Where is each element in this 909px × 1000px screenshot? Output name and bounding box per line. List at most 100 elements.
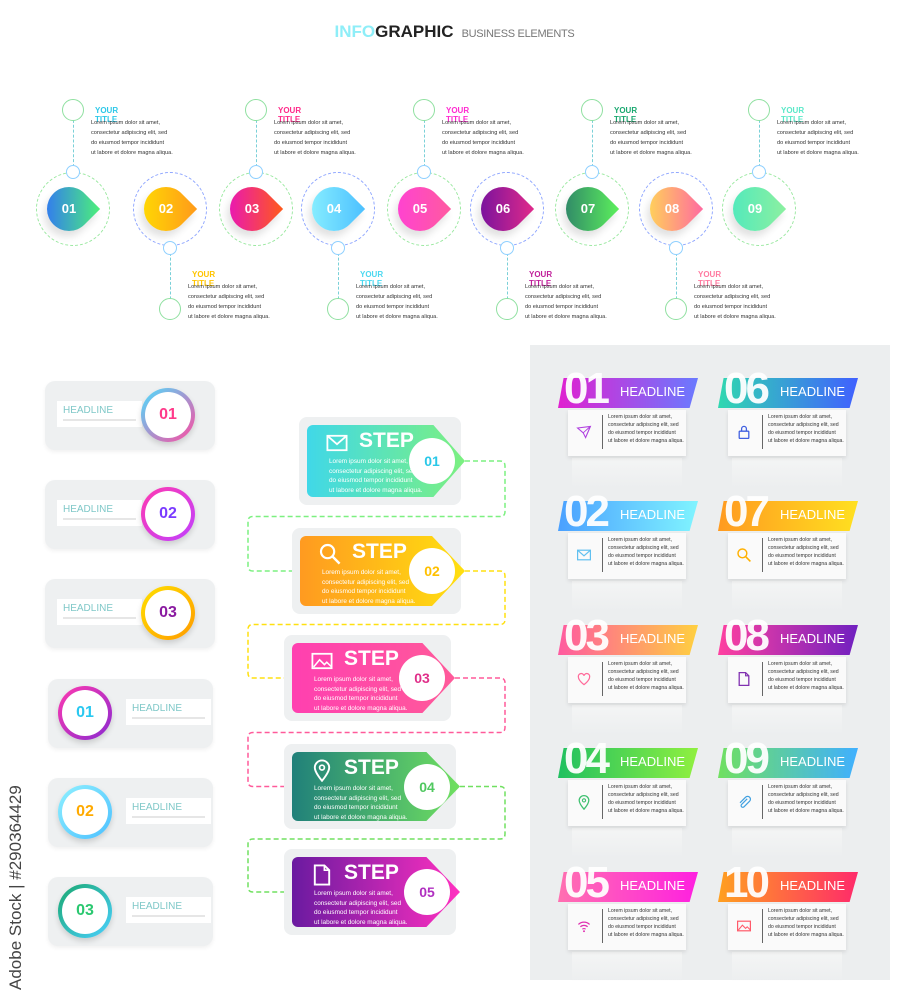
headline-box: HEADLINE xyxy=(126,798,211,824)
lorem-line: Lorem ipsum dolor sit amet, xyxy=(274,120,344,126)
node-circle xyxy=(159,298,181,320)
divider xyxy=(602,538,603,572)
headline-card: HEADLINE 02 xyxy=(48,778,213,847)
search-icon xyxy=(318,542,342,566)
card-body: Lorem ipsum dolor sit amet, consectetur a… xyxy=(568,780,686,826)
lorem-line: Lorem ipsum dolor sit amet, xyxy=(768,414,833,420)
item-title: YOUR TITLE xyxy=(446,106,470,124)
numbered-headline-card: 02 HEADLINE Lorem ipsum dolor sit amet, con… xyxy=(558,489,698,611)
lorem-line: do eiusmod tempor incididunt xyxy=(329,477,413,484)
placeholder-line xyxy=(132,717,205,719)
lorem-line: do eiusmod tempor incididunt xyxy=(314,909,398,916)
lock-icon xyxy=(736,424,752,440)
lorem-line: ut labore et dolore magna aliqua. xyxy=(608,685,684,691)
location-pin-icon xyxy=(310,758,334,783)
numbered-headline-card: 05 HEADLINE Lorem ipsum dolor sit amet, con… xyxy=(558,860,698,982)
small-node xyxy=(163,241,177,255)
lorem-line: consectetur adipiscing elit, sed xyxy=(356,294,433,300)
headline: HEADLINE xyxy=(63,405,114,416)
lorem-line: Lorem ipsum dolor sit amet, xyxy=(608,661,673,667)
lorem-line: consectetur adipiscing elit, sed xyxy=(608,422,679,428)
lorem-text: Lorem ipsum dolor sit amet, consectetur a… xyxy=(274,118,356,158)
connector-line xyxy=(424,110,425,172)
mail-icon xyxy=(576,547,592,563)
headline: HEADLINE xyxy=(620,507,686,522)
ribbon xyxy=(718,748,858,778)
divider xyxy=(762,415,763,449)
headline: HEADLINE xyxy=(620,754,686,769)
lorem-line: ut labore et dolore magna aliqua. xyxy=(608,561,684,567)
headline-box: HEADLINE xyxy=(57,401,142,427)
step-label: STEP xyxy=(352,540,407,563)
headline-box: HEADLINE xyxy=(57,599,142,625)
item-title: YOUR TITLE xyxy=(192,270,216,288)
headline-card: HEADLINE 01 xyxy=(45,381,215,450)
reflection xyxy=(572,581,682,611)
number-circle: 02 xyxy=(58,785,112,839)
lorem-line: consectetur adipiscing elit, sed xyxy=(608,916,679,922)
headline-box: HEADLINE xyxy=(57,500,142,526)
numbered-headline-card: 08 HEADLINE Lorem ipsum dolor sit amet, con… xyxy=(718,613,858,735)
node-circle xyxy=(62,99,84,121)
lorem-line: do eiusmod tempor incididunt xyxy=(610,140,684,146)
dashed-connector xyxy=(247,460,506,572)
connector-line xyxy=(338,248,339,309)
headline-box: HEADLINE xyxy=(126,699,211,725)
item-title: YOUR TITLE xyxy=(781,106,805,124)
watermark: Adobe Stock | #290364429 xyxy=(6,785,25,990)
step-label: STEP xyxy=(344,861,399,884)
number-circle: 01 xyxy=(58,686,112,740)
divider xyxy=(762,662,763,696)
numbered-headline-card: 03 HEADLINE Lorem ipsum dolor sit amet, con… xyxy=(558,613,698,735)
lorem-line: do eiusmod tempor incididunt xyxy=(768,924,836,930)
card-number: 02 xyxy=(564,487,610,536)
divider xyxy=(602,785,603,819)
dashed-connector xyxy=(247,570,506,679)
lorem-text: Lorem ipsum dolor sit amet, consectetur a… xyxy=(525,282,607,322)
headline-card: HEADLINE 01 xyxy=(48,679,213,748)
placeholder-line xyxy=(63,518,136,520)
card-body: Lorem ipsum dolor sit amet, consectetur a… xyxy=(568,657,686,703)
lorem-line: Lorem ipsum dolor sit amet, xyxy=(608,784,673,790)
heart-icon xyxy=(576,671,592,687)
lorem-text: Lorem ipsum dolor sit amet, consectetur a… xyxy=(608,413,684,445)
image-icon xyxy=(736,918,752,934)
step-label: STEP xyxy=(344,647,399,670)
paperclip-icon xyxy=(736,794,752,810)
lorem-line: do eiusmod tempor incididunt xyxy=(274,140,348,146)
headline: HEADLINE xyxy=(132,802,183,813)
image-icon xyxy=(310,649,334,673)
headline: HEADLINE xyxy=(620,384,686,399)
card-body: Lorem ipsum dolor sit amet, consectetur a… xyxy=(568,904,686,950)
lorem-line: Lorem ipsum dolor sit amet, xyxy=(610,120,680,126)
step-number: 02 xyxy=(158,201,174,216)
item-title: YOUR TITLE xyxy=(529,270,553,288)
small-node xyxy=(500,241,514,255)
numbered-headline-card: 09 HEADLINE Lorem ipsum dolor sit amet, con… xyxy=(718,736,858,858)
lorem-text: Lorem ipsum dolor sit amet, consectetur a… xyxy=(768,660,844,692)
lorem-line: consectetur adipiscing elit, sed xyxy=(768,669,839,675)
wifi-icon xyxy=(576,918,592,934)
document-icon xyxy=(736,671,752,687)
divider xyxy=(602,415,603,449)
lorem-line: ut labore et dolore magna aliqua. xyxy=(91,150,173,156)
node-circle xyxy=(748,99,770,121)
ribbon xyxy=(718,501,858,531)
lorem-line: Lorem ipsum dolor sit amet, xyxy=(442,120,512,126)
lorem-text: Lorem ipsum dolor sit amet, consectetur a… xyxy=(768,413,844,445)
step-number: 06 xyxy=(495,201,511,216)
lorem-line: consectetur adipiscing elit, sed xyxy=(768,545,839,551)
connector-line xyxy=(73,110,74,172)
headline: HEADLINE xyxy=(780,878,846,893)
placeholder-line xyxy=(63,419,136,421)
lorem-text: Lorem ipsum dolor sit amet, consectetur a… xyxy=(91,118,173,158)
headline: HEADLINE xyxy=(620,631,686,646)
lorem-line: ut labore et dolore magna aliqua. xyxy=(314,813,408,821)
headline: HEADLINE xyxy=(780,631,846,646)
connector-line xyxy=(256,110,257,172)
reflection xyxy=(572,458,682,488)
headline-card: HEADLINE 03 xyxy=(45,579,215,648)
lorem-line: do eiusmod tempor incididunt xyxy=(188,304,262,310)
lorem-text: Lorem ipsum dolor sit amet, consectetur a… xyxy=(610,118,692,158)
lorem-line: Lorem ipsum dolor sit amet, xyxy=(694,284,764,290)
